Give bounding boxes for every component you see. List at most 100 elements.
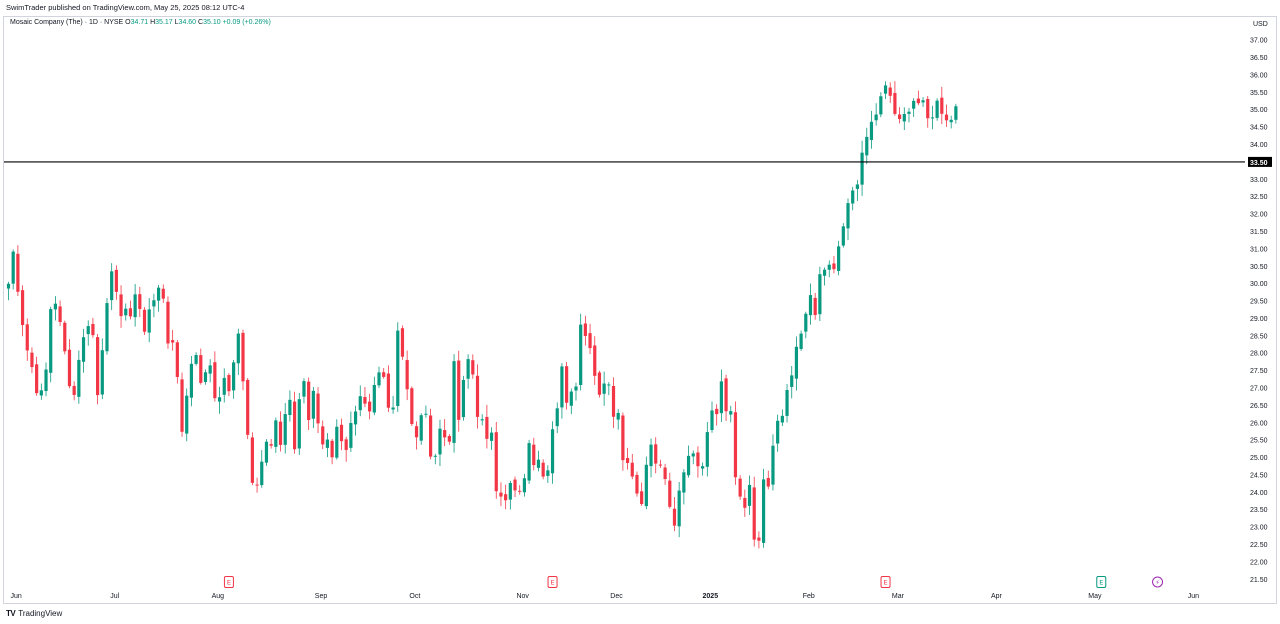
y-tick-label: 36.00	[1250, 72, 1268, 79]
candle-body-down	[114, 269, 118, 292]
candle-body-up	[846, 203, 850, 229]
candle-body-up	[461, 379, 466, 418]
y-tick-label: 27.50	[1250, 368, 1268, 375]
candle-body-down	[532, 444, 536, 466]
candle-body-down	[597, 372, 602, 395]
candle-body-down	[475, 375, 480, 417]
x-tick-label: Nov	[516, 593, 529, 600]
x-tick-label: Jul	[110, 593, 119, 600]
candle-body-up	[274, 420, 278, 447]
x-tick-label: Sep	[315, 593, 328, 600]
candle-body-down	[96, 337, 100, 396]
tradingview-logo-icon: TV	[6, 609, 16, 618]
candle-body-down	[499, 492, 503, 497]
candle-body-up	[396, 330, 400, 406]
candle-body-down	[269, 444, 273, 446]
earnings-event-label: E	[883, 579, 887, 587]
candle-body-up	[391, 407, 395, 410]
candle-body-up	[560, 366, 564, 408]
candle-body-down	[625, 458, 630, 464]
y-tick-label: 32.00	[1250, 212, 1268, 219]
candle-body-up	[794, 346, 799, 379]
candle-body-up	[11, 251, 15, 284]
candle-body-up	[452, 361, 456, 443]
candle-body-up	[377, 372, 381, 386]
candle-body-up	[536, 459, 541, 468]
candle-body-up	[865, 136, 869, 156]
candle-body-up	[288, 399, 292, 416]
y-tick-label: 24.00	[1250, 490, 1268, 497]
candle-body-up	[555, 408, 559, 427]
candle-body-down	[386, 373, 390, 408]
candle-body-up	[325, 439, 330, 448]
candle-body-up	[489, 432, 494, 441]
candle-body-up	[311, 390, 315, 419]
y-tick-label: 25.00	[1250, 455, 1268, 462]
y-tick-label: 28.00	[1250, 351, 1268, 358]
candle-body-down	[621, 415, 625, 461]
candle-body-down	[363, 397, 367, 404]
dividend-event-marker	[1152, 576, 1164, 588]
candle-body-up	[949, 119, 953, 123]
y-tick-label: 22.00	[1250, 559, 1268, 566]
candle-body-down	[611, 385, 616, 417]
candle-body-up	[607, 384, 611, 386]
candle-body-down	[368, 401, 372, 412]
candle-body-up	[902, 113, 906, 122]
candle-body-down	[405, 360, 409, 390]
candle-body-up	[480, 419, 484, 421]
candle-body-up	[808, 295, 813, 316]
symbol-legend: Mosaic Company (The) · 1D · NYSE O34.71 …	[10, 18, 271, 28]
x-tick-label: Mar	[892, 593, 905, 600]
candle-body-up	[907, 111, 911, 114]
candle-body-down	[733, 412, 738, 478]
candle-body-up	[579, 324, 583, 386]
high-value: 35.17	[155, 19, 173, 26]
candle-body-up	[855, 184, 859, 189]
candle-body-up	[522, 478, 526, 493]
candle-body-down	[663, 467, 667, 480]
candle-body-down	[813, 297, 817, 315]
candle-body-down	[766, 477, 770, 487]
candle-body-up	[771, 445, 775, 485]
candle-body-down	[916, 98, 920, 104]
candle-body-down	[30, 352, 34, 368]
x-tick-label: Jun	[1188, 593, 1199, 600]
candle-body-up	[372, 384, 376, 413]
candle-body-down	[20, 290, 25, 326]
tradingview-branding[interactable]: TV TradingView	[6, 608, 62, 620]
candle-body-up	[53, 303, 57, 310]
y-tick-label: 21.50	[1250, 577, 1268, 584]
candle-body-down	[339, 424, 344, 442]
candle-body-up	[761, 479, 766, 543]
candle-body-up	[682, 472, 686, 493]
candle-body-down	[382, 372, 386, 377]
candle-body-up	[799, 333, 803, 350]
candle-body-up	[546, 470, 550, 476]
candle-body-down	[400, 328, 405, 357]
earnings-event-label: E	[227, 579, 231, 587]
candle-body-down	[58, 306, 62, 322]
candle-body-down	[630, 462, 634, 477]
y-tick-label: 26.00	[1250, 420, 1268, 427]
candle-body-up	[935, 100, 939, 118]
candle-body-up	[804, 313, 808, 332]
y-tick-label: 35.00	[1250, 107, 1268, 114]
candle-body-up	[569, 391, 573, 406]
candle-body-up	[616, 412, 620, 420]
currency-label: USD	[1253, 21, 1268, 28]
x-tick-label: Feb	[803, 593, 815, 600]
candle-body-up	[822, 269, 827, 276]
candle-body-down	[565, 366, 569, 403]
dividend-event-label: ⚡	[1155, 579, 1160, 587]
candle-body-down	[35, 364, 39, 394]
candle-body-down	[471, 360, 475, 375]
candle-body-up	[883, 85, 888, 94]
candle-body-up	[236, 333, 240, 364]
open-label: O	[125, 19, 131, 26]
close-value: 35.10	[203, 19, 221, 26]
candle-body-up	[133, 294, 137, 318]
candle-body-up	[874, 114, 878, 121]
y-tick-label: 29.00	[1250, 316, 1268, 323]
